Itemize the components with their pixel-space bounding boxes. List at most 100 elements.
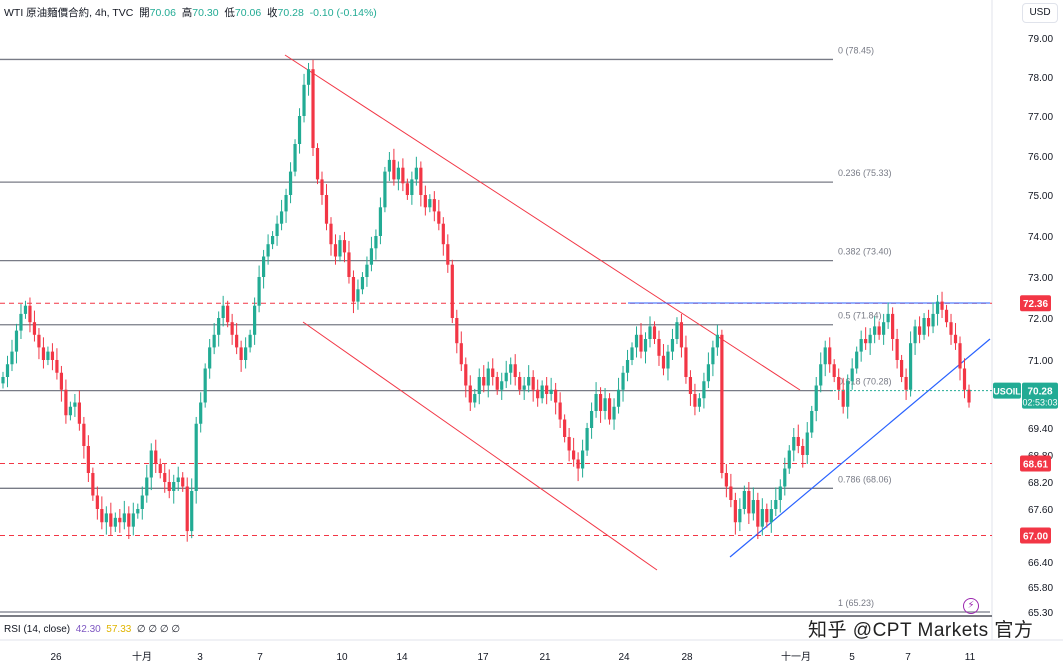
candle-body[interactable] (810, 411, 814, 433)
candle-body[interactable] (801, 446, 805, 455)
candle-body[interactable] (675, 322, 679, 339)
channel-upper-line[interactable] (284, 54, 801, 391)
candle-body[interactable] (32, 322, 37, 335)
candle-body[interactable] (715, 334, 719, 348)
candle-body[interactable] (962, 368, 967, 390)
candle-body[interactable] (473, 394, 477, 403)
candle-body[interactable] (837, 377, 841, 390)
candle-body[interactable] (688, 377, 693, 394)
candle-body[interactable] (257, 277, 261, 306)
candle-body[interactable] (765, 509, 769, 523)
candle-body[interactable] (1, 377, 5, 384)
candle-body[interactable] (953, 334, 958, 344)
candle-body[interactable] (261, 256, 266, 278)
candle-body[interactable] (558, 402, 562, 420)
candle-body[interactable] (244, 347, 248, 360)
candle-body[interactable] (742, 491, 746, 509)
candle-body[interactable] (351, 277, 356, 302)
candle-body[interactable] (482, 377, 486, 386)
candle-body[interactable] (706, 364, 711, 382)
candle-body[interactable] (208, 347, 212, 369)
candle-body[interactable] (522, 385, 526, 390)
candle-body[interactable] (5, 364, 10, 377)
candle-body[interactable] (405, 183, 409, 195)
candle-body[interactable] (401, 167, 405, 184)
candle-body[interactable] (850, 368, 854, 382)
candle-body[interactable] (657, 339, 661, 356)
candle-body[interactable] (805, 432, 809, 456)
candle-body[interactable] (95, 495, 99, 510)
candle-body[interactable] (931, 313, 935, 327)
candle-body[interactable] (491, 368, 495, 378)
candle-body[interactable] (873, 326, 877, 335)
candle-body[interactable] (190, 491, 194, 532)
candle-body[interactable] (356, 289, 360, 302)
candle-body[interactable] (576, 459, 580, 469)
candle-body[interactable] (203, 368, 207, 403)
candle-body[interactable] (886, 313, 890, 323)
candle-body[interactable] (468, 385, 472, 403)
candle-body[interactable] (796, 437, 800, 446)
candle-body[interactable] (819, 364, 823, 386)
candle-body[interactable] (486, 368, 490, 386)
candle-body[interactable] (756, 500, 760, 527)
candle-body[interactable] (828, 347, 832, 365)
candle-body[interactable] (441, 223, 445, 245)
candle-body[interactable] (769, 509, 773, 523)
candle-body[interactable] (778, 486, 782, 501)
candle-body[interactable] (477, 377, 481, 394)
candle-body[interactable] (760, 509, 764, 527)
candle-body[interactable] (639, 334, 643, 352)
candle-body[interactable] (792, 437, 796, 451)
candle-body[interactable] (275, 223, 279, 236)
candle-body[interactable] (733, 500, 737, 523)
candle-body[interactable] (122, 513, 126, 523)
candle-body[interactable] (554, 389, 558, 403)
candle-body[interactable] (279, 211, 284, 224)
candle-body[interactable] (702, 381, 706, 399)
candle-body[interactable] (518, 377, 522, 390)
candle-body[interactable] (428, 199, 432, 208)
candle-body[interactable] (904, 377, 908, 390)
candle-body[interactable] (167, 482, 171, 491)
candle-body[interactable] (158, 464, 162, 473)
ascending-trendline[interactable] (729, 338, 991, 558)
candle-body[interactable] (616, 389, 621, 407)
candle-body[interactable] (423, 195, 427, 208)
candle-body[interactable] (549, 389, 553, 394)
candle-body[interactable] (136, 509, 140, 514)
candle-body[interactable] (895, 339, 899, 360)
candle-body[interactable] (724, 473, 728, 487)
candle-body[interactable] (297, 116, 302, 144)
candle-body[interactable] (77, 402, 81, 424)
candle-body[interactable] (855, 351, 859, 369)
candle-body[interactable] (28, 305, 32, 323)
candle-body[interactable] (414, 167, 418, 180)
candle-body[interactable] (342, 240, 347, 253)
candle-body[interactable] (527, 377, 531, 386)
candle-body[interactable] (104, 513, 108, 523)
candle-body[interactable] (392, 159, 396, 180)
candle-body[interactable] (383, 171, 387, 208)
candle-body[interactable] (302, 84, 306, 116)
candle-body[interactable] (113, 517, 117, 527)
candle-body[interactable] (711, 347, 715, 365)
candle-body[interactable] (940, 301, 944, 310)
candle-body[interactable] (846, 381, 850, 407)
candle-body[interactable] (697, 398, 702, 407)
candle-body[interactable] (248, 334, 252, 348)
candle-body[interactable] (235, 334, 239, 348)
currency-button[interactable]: USD (1022, 3, 1058, 23)
candle-body[interactable] (46, 351, 50, 360)
candle-body[interactable] (787, 450, 791, 469)
candle-body[interactable] (163, 473, 167, 482)
candle-body[interactable] (661, 355, 666, 369)
candle-body[interactable] (513, 364, 517, 377)
candle-body[interactable] (859, 339, 863, 352)
candle-body[interactable] (432, 199, 436, 212)
candle-body[interactable] (563, 419, 567, 438)
candle-body[interactable] (504, 372, 508, 382)
candle-body[interactable] (643, 339, 648, 352)
candle-body[interactable] (37, 334, 41, 348)
